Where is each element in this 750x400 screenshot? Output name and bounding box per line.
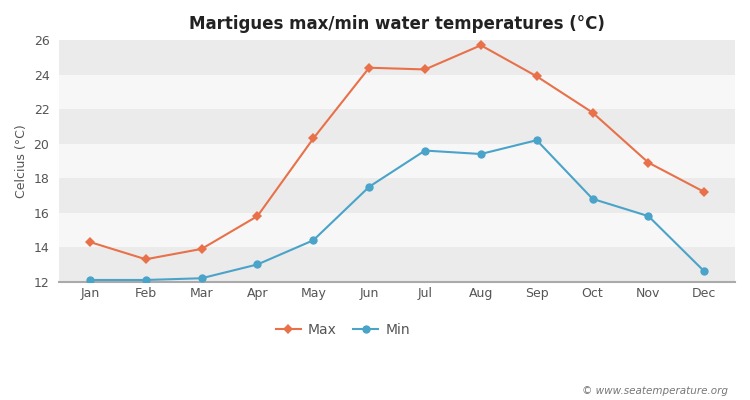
Bar xyxy=(59,247,735,282)
Line: Min: Min xyxy=(86,136,709,284)
Min xyxy=(141,278,150,282)
Bar xyxy=(59,178,735,213)
Min xyxy=(588,196,597,201)
Bar xyxy=(59,109,735,144)
Max xyxy=(197,246,206,251)
Bar xyxy=(59,40,735,75)
Max xyxy=(644,160,653,165)
Min xyxy=(421,148,430,153)
Min xyxy=(532,138,542,142)
Max xyxy=(364,65,374,70)
Max xyxy=(141,257,150,262)
Bar xyxy=(59,75,735,109)
Y-axis label: Celcius (°C): Celcius (°C) xyxy=(15,124,28,198)
Max xyxy=(253,214,262,218)
Text: © www.seatemperature.org: © www.seatemperature.org xyxy=(581,386,728,396)
Max xyxy=(588,110,597,115)
Bar xyxy=(59,213,735,247)
Min xyxy=(86,278,94,282)
Min xyxy=(700,269,709,274)
Max xyxy=(476,43,485,48)
Max xyxy=(421,67,430,72)
Min xyxy=(197,276,206,281)
Min xyxy=(364,184,374,189)
Title: Martigues max/min water temperatures (°C): Martigues max/min water temperatures (°C… xyxy=(189,15,605,33)
Bar xyxy=(59,144,735,178)
Min xyxy=(644,214,653,218)
Line: Max: Max xyxy=(86,42,708,263)
Legend: Max, Min: Max, Min xyxy=(271,317,416,342)
Max xyxy=(700,190,709,194)
Min xyxy=(476,152,485,156)
Max xyxy=(86,240,94,244)
Min xyxy=(253,262,262,267)
Max xyxy=(532,74,542,79)
Min xyxy=(309,238,318,243)
Max xyxy=(309,136,318,141)
